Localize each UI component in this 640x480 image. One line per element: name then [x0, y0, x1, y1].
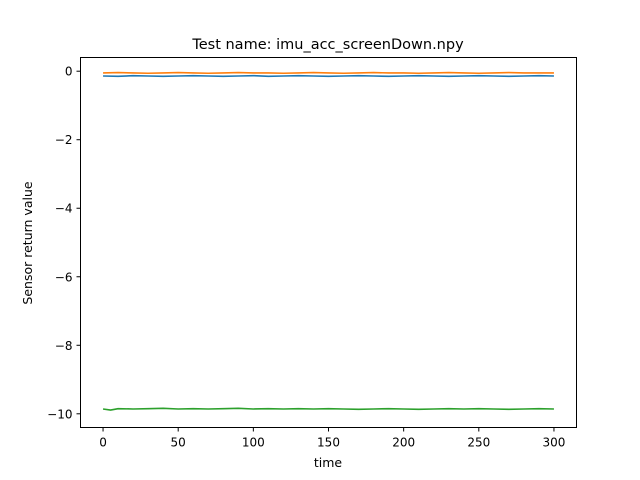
- x-tick-label: 300: [543, 436, 566, 450]
- y-tick-label: −6: [55, 270, 73, 284]
- x-tick-label: 100: [242, 436, 265, 450]
- x-axis-ticks: 0 50 100 150 200 250 300: [99, 427, 566, 450]
- y-tick-label: 0: [65, 65, 73, 79]
- y-tick-label: −4: [55, 202, 73, 216]
- x-tick-label: 250: [467, 436, 490, 450]
- series-line-2: [103, 71, 554, 75]
- series-line-1: [103, 74, 554, 78]
- y-tick-label: −10: [47, 407, 72, 421]
- series-layer: [102, 71, 554, 411]
- x-tick-label: 200: [392, 436, 415, 450]
- y-tick-label: −2: [55, 133, 73, 147]
- x-tick-label: 0: [99, 436, 107, 450]
- chart-title: Test name: imu_acc_screenDown.npy: [191, 37, 464, 53]
- x-tick-label: 150: [317, 436, 340, 450]
- y-axis-label: Sensor return value: [20, 181, 35, 304]
- y-tick-label: −8: [55, 339, 73, 353]
- series-line-3: [102, 407, 554, 411]
- y-axis-ticks: 0 −2 −4 −6 −8 −10: [47, 65, 81, 421]
- x-axis-label: time: [314, 455, 343, 470]
- x-tick-label: 50: [171, 436, 186, 450]
